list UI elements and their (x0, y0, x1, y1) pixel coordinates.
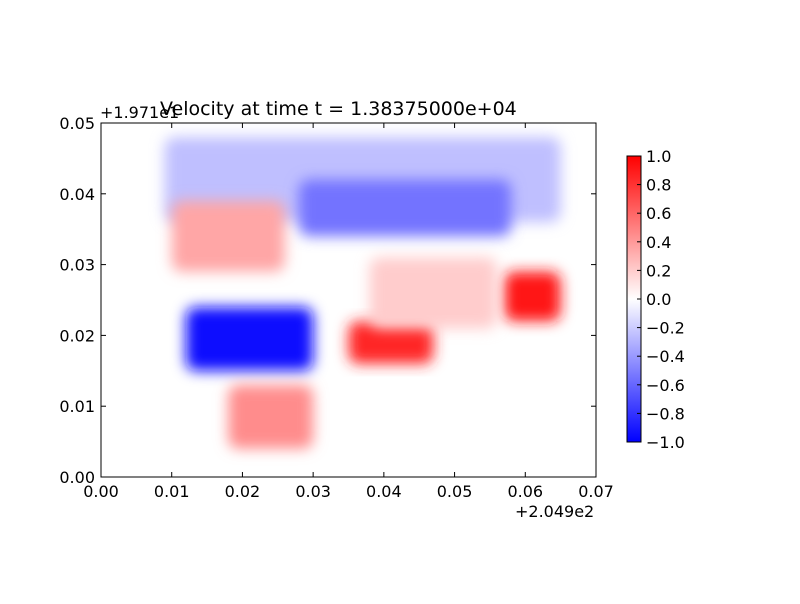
velocity-region (369, 257, 497, 329)
y-offset-label: +1.971e1 (100, 103, 180, 122)
velocity-region (185, 307, 314, 371)
colorbar-tick-label: −0.8 (646, 404, 685, 423)
velocity-region (348, 321, 434, 364)
colorbar-ticks: 1.0 0.8 0.6 0.4 0.2 0.0 −0.2 −0.4 −0.6 −0.8 −1.0 (637, 147, 685, 452)
y-tick-label: 0.04 (59, 185, 95, 204)
y-tick-label: 0.00 (59, 468, 95, 487)
y-tick-label: 0.02 (59, 326, 95, 345)
colorbar-tick-label: 0.2 (646, 261, 671, 280)
x-tick-label: 0.03 (295, 482, 331, 501)
x-tick-label: 0.05 (437, 482, 473, 501)
y-axis: 0.00 0.01 0.02 0.03 0.04 0.05 (59, 114, 596, 487)
chart-title: Velocity at time t = 1.38375000e+04 (160, 98, 517, 120)
y-tick-label: 0.01 (59, 397, 95, 416)
colorbar-tick-label: 0.4 (646, 233, 671, 252)
colorbar-tick-label: −0.4 (646, 347, 685, 366)
colorbar-tick-label: 1.0 (646, 147, 671, 166)
x-tick-label: 0.02 (225, 482, 261, 501)
velocity-region (504, 271, 561, 322)
colorbar-tick-label: −0.6 (646, 376, 685, 395)
colorbar-tick-label: −0.2 (646, 319, 685, 338)
x-tick-label: 0.04 (366, 482, 402, 501)
colorbar-tick-label: 0.8 (646, 176, 671, 195)
colorbar-tick-label: −1.0 (646, 433, 685, 452)
velocity-region (171, 200, 285, 272)
colorbar-tick-label: 0.0 (646, 290, 671, 309)
velocity-field (164, 137, 561, 449)
plot-frame (100, 122, 597, 478)
x-tick-label: 0.00 (83, 482, 119, 501)
velocity-region (299, 179, 512, 237)
x-axis: 0.00 0.01 0.02 0.03 0.04 0.05 0.06 0.07 (83, 123, 614, 501)
velocity-region (228, 384, 314, 449)
colorbar-tick-label: 0.6 (646, 204, 671, 223)
x-tick-label: 0.01 (154, 482, 190, 501)
y-tick-label: 0.03 (59, 256, 95, 275)
x-tick-label: 0.06 (507, 482, 543, 501)
x-tick-label: 0.07 (578, 482, 614, 501)
x-offset-label: +2.049e2 (515, 502, 595, 521)
y-tick-label: 0.05 (59, 114, 95, 133)
